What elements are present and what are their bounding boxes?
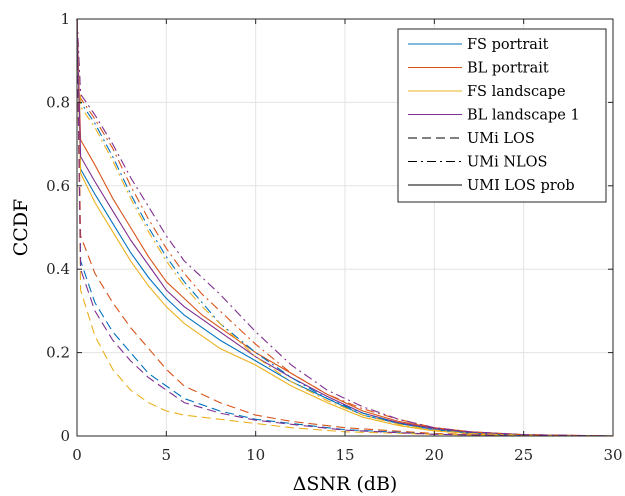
legend-box	[397, 28, 607, 203]
legend-label: UMI LOS prob	[467, 178, 575, 194]
y-axis-label: CCDF	[10, 199, 32, 257]
legend-label: UMi NLOS	[467, 155, 547, 171]
y-tick-label: 0.8	[46, 93, 70, 111]
x-tick-label: 15	[335, 446, 354, 464]
y-tick-labels: 0 0.2 0.4 0.6 0.8 1	[46, 10, 70, 445]
y-tick-label: 1	[60, 10, 70, 28]
y-tick-label: 0.2	[46, 344, 70, 362]
ticks	[76, 18, 614, 437]
legend-label: BL portrait	[467, 61, 549, 77]
series-line-bl-portrait-umi-los	[76, 18, 614, 437]
legend-label: BL landscape 1	[467, 108, 580, 124]
x-tick-label: 20	[425, 446, 444, 464]
x-tick-label: 25	[514, 446, 533, 464]
series-layer	[76, 18, 614, 437]
series-line-bl-landscape-1-umi-los	[76, 18, 614, 437]
series-line-bl-landscape-1-umi-los-prob	[76, 18, 614, 437]
y-tick-label: 0.6	[46, 177, 70, 195]
legend-label: UMi LOS	[467, 131, 535, 147]
x-tick-labels: 0 5 10 15 20 25 30	[72, 446, 622, 464]
y-tick-label: 0.4	[46, 260, 70, 278]
x-tick-label: 10	[246, 446, 265, 464]
series-line-fs-landscape-umi-nlos	[76, 18, 614, 437]
x-tick-label: 30	[603, 446, 622, 464]
legend-label: FS landscape	[467, 84, 566, 100]
series-line-bl-landscape-1-umi-nlos	[76, 18, 614, 437]
y-tick-label: 0	[60, 427, 70, 445]
x-tick-label: 0	[72, 446, 82, 464]
legend-label: FS portrait	[467, 37, 549, 53]
legend: FS portrait BL portrait FS landscape BL lan…	[397, 28, 607, 203]
x-axis-label: ΔSNR (dB)	[293, 473, 398, 495]
series-line-fs-portrait-umi-los	[76, 18, 614, 437]
x-tick-label: 5	[162, 446, 172, 464]
